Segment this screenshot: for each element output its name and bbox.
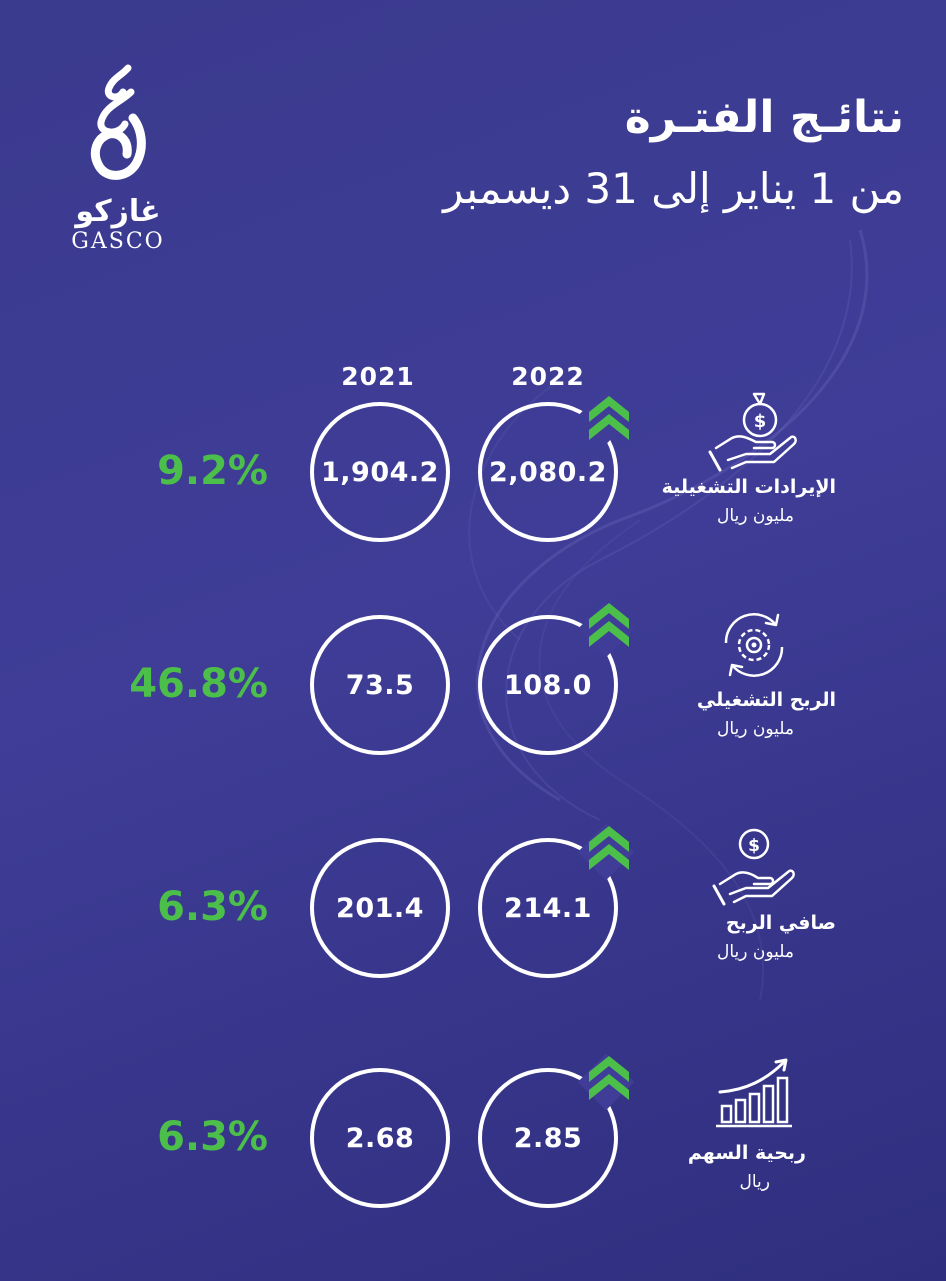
page-title: نتائـج الفتـرة: [624, 92, 904, 143]
value-2021: 1,904.2: [321, 456, 439, 488]
metric-label: صافي الربح: [725, 912, 836, 934]
value-2022: 2.85: [513, 1122, 583, 1154]
value-2021-circle: 1,904.2: [310, 402, 450, 542]
value-2022-circle: 2,080.2: [478, 402, 618, 542]
metric-label: الإيرادات التشغيلية: [661, 476, 836, 498]
value-2022: 108.0: [504, 669, 592, 701]
value-2021-circle: 201.4: [310, 838, 450, 978]
value-2022-circle: 2.85: [478, 1068, 618, 1208]
change-percentage: 9.2%: [157, 448, 268, 494]
svg-text:$: $: [748, 836, 760, 856]
value-2021-circle: 2.68: [310, 1068, 450, 1208]
year-current-header: 2022: [511, 362, 585, 391]
metric-row-operating-revenue: 9.2% 1,904.2 2,080.2 $ الإيرادات التشغيل…: [0, 392, 946, 562]
coin-hand-icon: $: [712, 828, 795, 906]
up-chevrons-icon: [589, 826, 629, 870]
metric-label: ربحية السهم: [687, 1142, 806, 1164]
metric-unit: ريال: [739, 1172, 770, 1192]
growth-chart-icon: [716, 1058, 792, 1128]
up-chevrons-icon: [589, 396, 629, 440]
gasco-logo: غازكو GASCO: [58, 62, 178, 262]
value-2022: 214.1: [504, 892, 592, 924]
year-previous-header: 2021: [341, 362, 415, 391]
up-chevrons-icon: [589, 603, 629, 647]
value-2021-circle: 73.5: [310, 615, 450, 755]
metric-unit: مليون ريال: [716, 942, 794, 962]
value-2021: 201.4: [336, 892, 424, 924]
change-percentage: 46.8%: [129, 661, 268, 707]
money-bag-hand-icon: $: [708, 392, 797, 472]
metric-unit: مليون ريال: [716, 719, 794, 739]
svg-text:$: $: [754, 411, 767, 432]
page-subtitle: من 1 يناير إلى 31 ديسمبر: [443, 164, 904, 213]
value-2022: 2,080.2: [489, 456, 607, 488]
value-2021: 2.68: [345, 1122, 415, 1154]
flame-logo-icon: [90, 64, 146, 180]
logo-english-text: GASCO: [71, 229, 165, 254]
up-chevrons-icon: [589, 1056, 629, 1100]
gear-cycle-icon: [724, 613, 784, 677]
metric-row-net-profit: 6.3% 201.4 214.1 $ صافي الربح مليون ريال: [0, 826, 946, 998]
metric-unit: مليون ريال: [716, 506, 794, 526]
metric-row-operating-profit: 46.8% 73.5 108.0 الربح التشغيلي مليون ري…: [0, 603, 946, 775]
value-2022-circle: 214.1: [478, 838, 618, 978]
logo-arabic-text: غازكو: [75, 194, 161, 229]
value-2021: 73.5: [345, 669, 415, 701]
change-percentage: 6.3%: [157, 884, 268, 930]
metric-label: الربح التشغيلي: [696, 689, 836, 711]
value-2022-circle: 108.0: [478, 615, 618, 755]
metric-row-earnings-per-share: 6.3% 2.68 2.85 ربحية السهم ريال: [0, 1056, 946, 1228]
change-percentage: 6.3%: [157, 1114, 268, 1160]
